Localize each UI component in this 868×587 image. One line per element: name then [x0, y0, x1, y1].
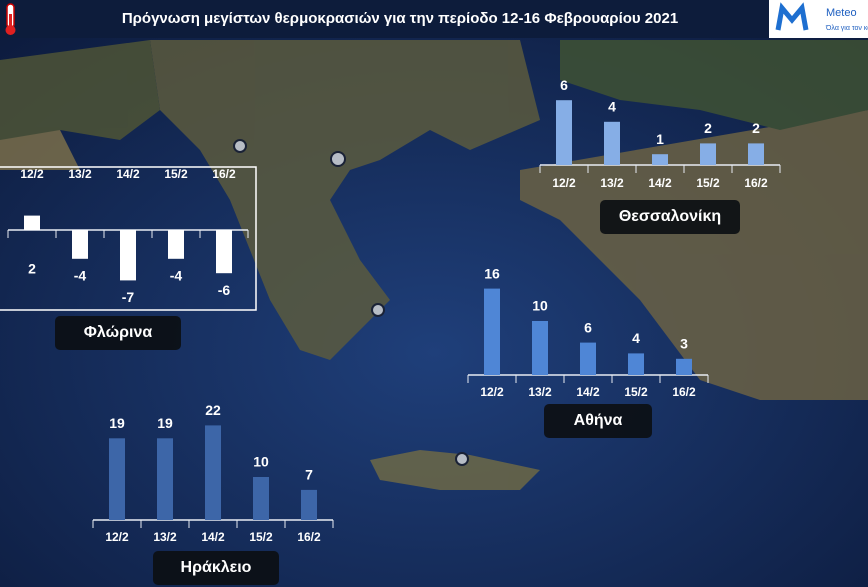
- value-label: 2: [704, 120, 712, 136]
- chart-title: Θεσσαλονίκη: [619, 208, 721, 225]
- bar-chart: 16 12/2 10 13/2 6 14/2 4 15/2 3 16/2 Αθήνα: [467, 265, 709, 438]
- value-label: 6: [584, 319, 592, 335]
- bar: [580, 342, 596, 375]
- logo-box: [769, 0, 868, 38]
- bar: [120, 230, 136, 281]
- city-label-box: [600, 200, 740, 234]
- value-label: 3: [680, 336, 688, 352]
- bar-chart: 6 12/2 4 13/2 1 14/2 2 15/2 2 16/2 Θεσσαλονίκη: [539, 77, 781, 234]
- value-label: 2: [752, 120, 760, 136]
- bar: [157, 438, 173, 520]
- bar: [652, 154, 668, 165]
- map-land: [0, 40, 868, 490]
- x-tick-label: 16/2: [297, 530, 321, 544]
- value-label: 10: [253, 454, 269, 470]
- value-label: -4: [170, 268, 183, 284]
- x-tick-label: 12/2: [480, 385, 504, 399]
- chart-title: Φλώρινα: [84, 324, 153, 341]
- bar: [604, 121, 620, 165]
- bar: [628, 353, 644, 375]
- value-label: 4: [608, 99, 616, 115]
- chart-title: Ηράκλειο: [181, 559, 252, 576]
- value-label: 6: [560, 77, 568, 93]
- page-title: Πρόγνωση μεγίστων θερμοκρασιών για την π…: [122, 10, 678, 27]
- bar-chart: 2 12/2 -4 13/2 -7 14/2 -4 15/2 -6 16/2 Φλώρινα: [0, 166, 257, 350]
- chart-title: Αθήνα: [574, 412, 623, 429]
- bar: [700, 143, 716, 165]
- x-tick-label: 15/2: [249, 530, 273, 544]
- bar: [676, 358, 692, 375]
- x-tick-label: 15/2: [696, 176, 720, 190]
- bar: [532, 321, 548, 375]
- bar: [205, 425, 221, 520]
- x-tick-label: 15/2: [164, 167, 188, 181]
- city-label-box: [544, 404, 652, 438]
- value-label: 19: [109, 415, 125, 431]
- x-tick-label: 12/2: [552, 176, 576, 190]
- bar: [253, 477, 269, 520]
- value-label: 10: [532, 298, 548, 314]
- bar: [216, 230, 232, 274]
- bar: [748, 143, 764, 165]
- logo-mark: [775, 2, 809, 31]
- x-tick-label: 13/2: [68, 167, 92, 181]
- value-label: 4: [632, 330, 640, 346]
- x-tick-label: 14/2: [576, 385, 600, 399]
- bar: [72, 230, 88, 259]
- logo-name: Meteo: [826, 7, 857, 19]
- value-label: 1: [656, 131, 664, 147]
- bar: [484, 288, 500, 375]
- x-tick-label: 16/2: [744, 176, 768, 190]
- city-label-box: [153, 551, 279, 585]
- bar: [168, 230, 184, 259]
- thermometer-icon: [5, 3, 16, 35]
- value-label: 19: [157, 415, 173, 431]
- value-label: -7: [122, 289, 135, 305]
- bar: [109, 438, 125, 520]
- value-label: 2: [28, 261, 36, 277]
- bar: [24, 215, 40, 230]
- x-tick-label: 12/2: [105, 530, 129, 544]
- x-tick-label: 14/2: [201, 530, 225, 544]
- x-tick-label: 14/2: [116, 167, 140, 181]
- city-markers: [233, 139, 469, 466]
- value-label: -4: [74, 268, 87, 284]
- x-tick-label: 13/2: [600, 176, 624, 190]
- chart-frame: [0, 166, 257, 311]
- value-label: 7: [305, 467, 313, 483]
- bar-chart: 19 12/2 19 13/2 22 14/2 10 15/2 7 16/2 Ηράκλειο: [92, 402, 334, 585]
- bar: [556, 100, 572, 165]
- x-tick-label: 16/2: [672, 385, 696, 399]
- value-label: 22: [205, 402, 221, 418]
- x-tick-label: 12/2: [20, 167, 44, 181]
- logo-tagline: Όλα για τον καιρό: [825, 24, 868, 32]
- value-label: 16: [484, 265, 500, 281]
- x-tick-label: 15/2: [624, 385, 648, 399]
- x-tick-label: 16/2: [212, 167, 236, 181]
- bar: [301, 489, 317, 520]
- header-bar: [0, 0, 868, 38]
- x-tick-label: 13/2: [153, 530, 177, 544]
- x-tick-label: 14/2: [648, 176, 672, 190]
- value-label: -6: [218, 282, 231, 298]
- x-tick-label: 13/2: [528, 385, 552, 399]
- city-label-box: [55, 316, 181, 350]
